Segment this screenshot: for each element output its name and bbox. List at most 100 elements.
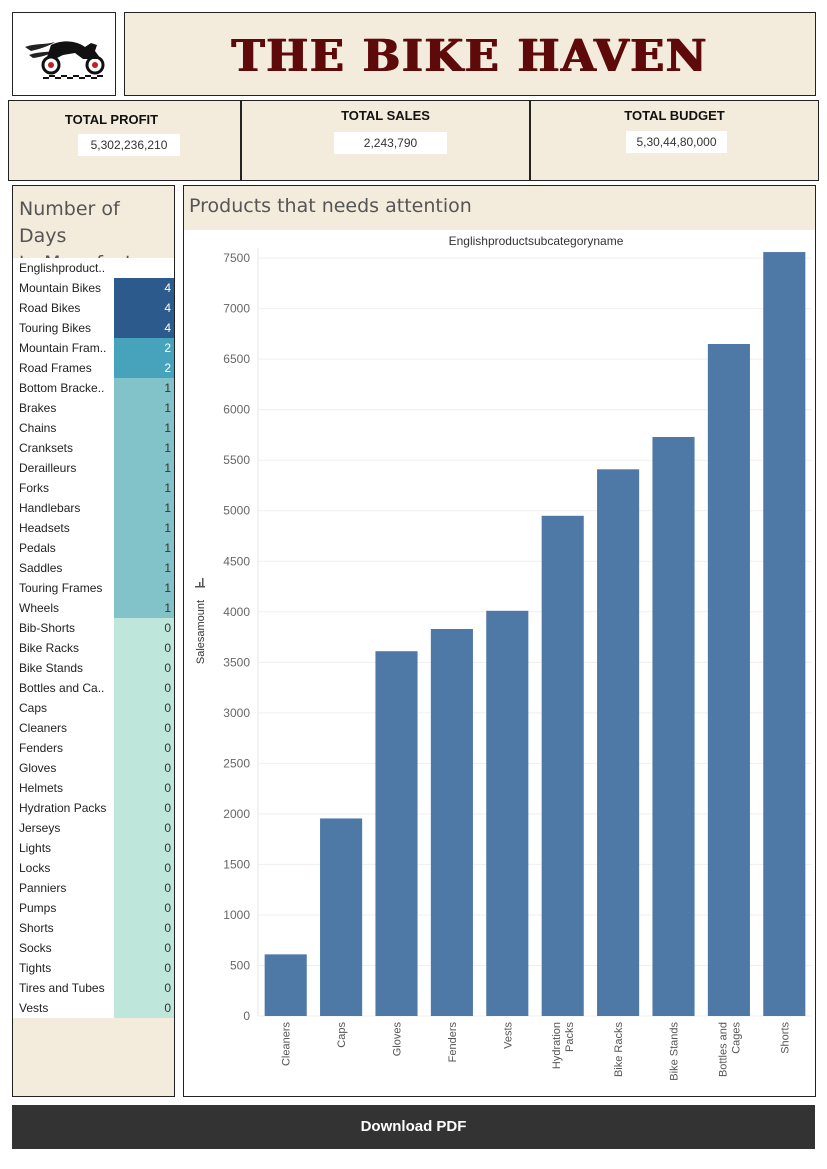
bar-chart: Englishproductsubcategoryname 0 500 1000 150… (195, 234, 812, 1081)
row-label: Bottom Bracke.. (19, 381, 105, 395)
table-row[interactable]: Brakes 1 (13, 398, 174, 418)
bar (320, 818, 363, 1016)
table-row[interactable]: Headsets 1 (13, 518, 174, 538)
x-tick-label-line: Cleaners (281, 1022, 293, 1067)
download-pdf-button[interactable]: Download PDF (12, 1105, 815, 1149)
y-tick-label: 6500 (223, 352, 250, 366)
table-row[interactable]: Touring Frames 1 (13, 578, 174, 598)
table-row[interactable]: Caps 0 (13, 698, 174, 718)
y-tick-label: 5500 (223, 453, 250, 467)
table-row[interactable]: Shorts 0 (13, 918, 174, 938)
days-value-cell: 4 (114, 278, 174, 298)
table-row[interactable]: Bike Stands 0 (13, 658, 174, 678)
days-value-cell: 0 (114, 738, 174, 758)
days-value-cell: 0 (114, 618, 174, 638)
days-to-manufacture-panel: Number of Days to Manufacture Englishpro… (12, 185, 175, 1097)
row-label: Handlebars (19, 501, 81, 515)
table-row[interactable]: Mountain Fram.. 2 (13, 338, 174, 358)
row-label: Mountain Fram.. (19, 341, 107, 355)
x-tick-label: Shorts (779, 1022, 791, 1054)
panel-title: Products that needs attention (189, 195, 472, 217)
x-tick-label: Cleaners (281, 1022, 293, 1067)
x-tick-label-line: Vests (502, 1022, 514, 1049)
table-row[interactable]: Chains 1 (13, 418, 174, 438)
header-title-box: THE BIKE HAVEN (124, 12, 816, 96)
days-value-cell: 2 (114, 338, 174, 358)
row-label: Headsets (19, 521, 70, 535)
table-row[interactable]: Forks 1 (13, 478, 174, 498)
days-value-cell: 0 (114, 978, 174, 998)
table-row[interactable]: Touring Bikes 4 (13, 318, 174, 338)
row-label: Jerseys (19, 821, 61, 835)
y-tick-label: 0 (243, 1009, 250, 1023)
table-row[interactable]: Helmets 0 (13, 778, 174, 798)
table-row[interactable]: Road Bikes 4 (13, 298, 174, 318)
x-tick-label: HydrationPacks (551, 1022, 576, 1070)
logo-box (12, 12, 116, 96)
row-label: Gloves (19, 761, 57, 775)
table-row[interactable]: Panniers 0 (13, 878, 174, 898)
days-value-cell: 0 (114, 958, 174, 978)
table-row[interactable]: Hydration Packs 0 (13, 798, 174, 818)
row-label: Saddles (19, 561, 63, 575)
row-label: Cleaners (19, 721, 68, 735)
days-value-cell: 1 (114, 438, 174, 458)
x-tick-label-line: Cages (730, 1022, 742, 1054)
table-column-header[interactable]: Englishproduct.. (13, 258, 174, 278)
x-tick-label: Bike Racks (613, 1022, 625, 1078)
table-row[interactable]: Pumps 0 (13, 898, 174, 918)
bar (264, 954, 307, 1016)
table-row[interactable]: Derailleurs 1 (13, 458, 174, 478)
row-label: Bike Racks (19, 641, 80, 655)
days-value-cell: 1 (114, 558, 174, 578)
kpi-total-budget: TOTAL BUDGET 5,30,44,80,000 (530, 100, 819, 181)
row-label: Pedals (19, 541, 56, 555)
row-label: Panniers (19, 881, 67, 895)
table-row[interactable]: Socks 0 (13, 938, 174, 958)
table-row[interactable]: Locks 0 (13, 858, 174, 878)
table-row[interactable]: Lights 0 (13, 838, 174, 858)
days-value-cell: 0 (114, 838, 174, 858)
table-row[interactable]: Vests 0 (13, 998, 174, 1018)
row-label: Touring Frames (19, 581, 103, 595)
table-row[interactable]: Mountain Bikes 4 (13, 278, 174, 298)
table-row[interactable]: Saddles 1 (13, 558, 174, 578)
table-row[interactable]: Gloves 0 (13, 758, 174, 778)
table-row[interactable]: Jerseys 0 (13, 818, 174, 838)
days-value-cell: 1 (114, 398, 174, 418)
table-row[interactable]: Bottom Bracke.. 1 (13, 378, 174, 398)
x-tick-label: Fenders (447, 1022, 459, 1063)
table-row[interactable]: Wheels 1 (13, 598, 174, 618)
table-row[interactable]: Bottles and Ca.. 0 (13, 678, 174, 698)
table-row[interactable]: Road Frames 2 (13, 358, 174, 378)
table-row[interactable]: Pedals 1 (13, 538, 174, 558)
row-label: Fenders (19, 741, 64, 755)
row-label: Touring Bikes (19, 321, 92, 335)
x-tick-label: Gloves (392, 1022, 404, 1057)
y-tick-label: 1000 (223, 908, 250, 922)
days-value-cell: 0 (114, 718, 174, 738)
page-title: THE BIKE HAVEN (231, 31, 709, 82)
table-row[interactable]: Handlebars 1 (13, 498, 174, 518)
row-label: Wheels (19, 601, 60, 615)
days-value-cell: 0 (114, 898, 174, 918)
days-value-cell: 1 (114, 598, 174, 618)
table-row[interactable]: Fenders 0 (13, 738, 174, 758)
row-label: Pumps (19, 901, 57, 915)
bar (597, 469, 640, 1016)
row-label: Forks (19, 481, 49, 495)
days-value-cell: 0 (114, 818, 174, 838)
row-label: Lights (19, 841, 52, 855)
table-row[interactable]: Tires and Tubes 0 (13, 978, 174, 998)
table-row[interactable]: Cleaners 0 (13, 718, 174, 738)
table-row[interactable]: Bib-Shorts 0 (13, 618, 174, 638)
row-label: Socks (19, 941, 52, 955)
y-tick-label: 4000 (223, 605, 250, 619)
kpi-label: TOTAL SALES (341, 108, 430, 123)
row-label: Shorts (19, 921, 54, 935)
days-value-cell: 0 (114, 798, 174, 818)
y-tick-label: 6000 (223, 403, 250, 417)
table-row[interactable]: Tights 0 (13, 958, 174, 978)
table-row[interactable]: Bike Racks 0 (13, 638, 174, 658)
table-row[interactable]: Cranksets 1 (13, 438, 174, 458)
